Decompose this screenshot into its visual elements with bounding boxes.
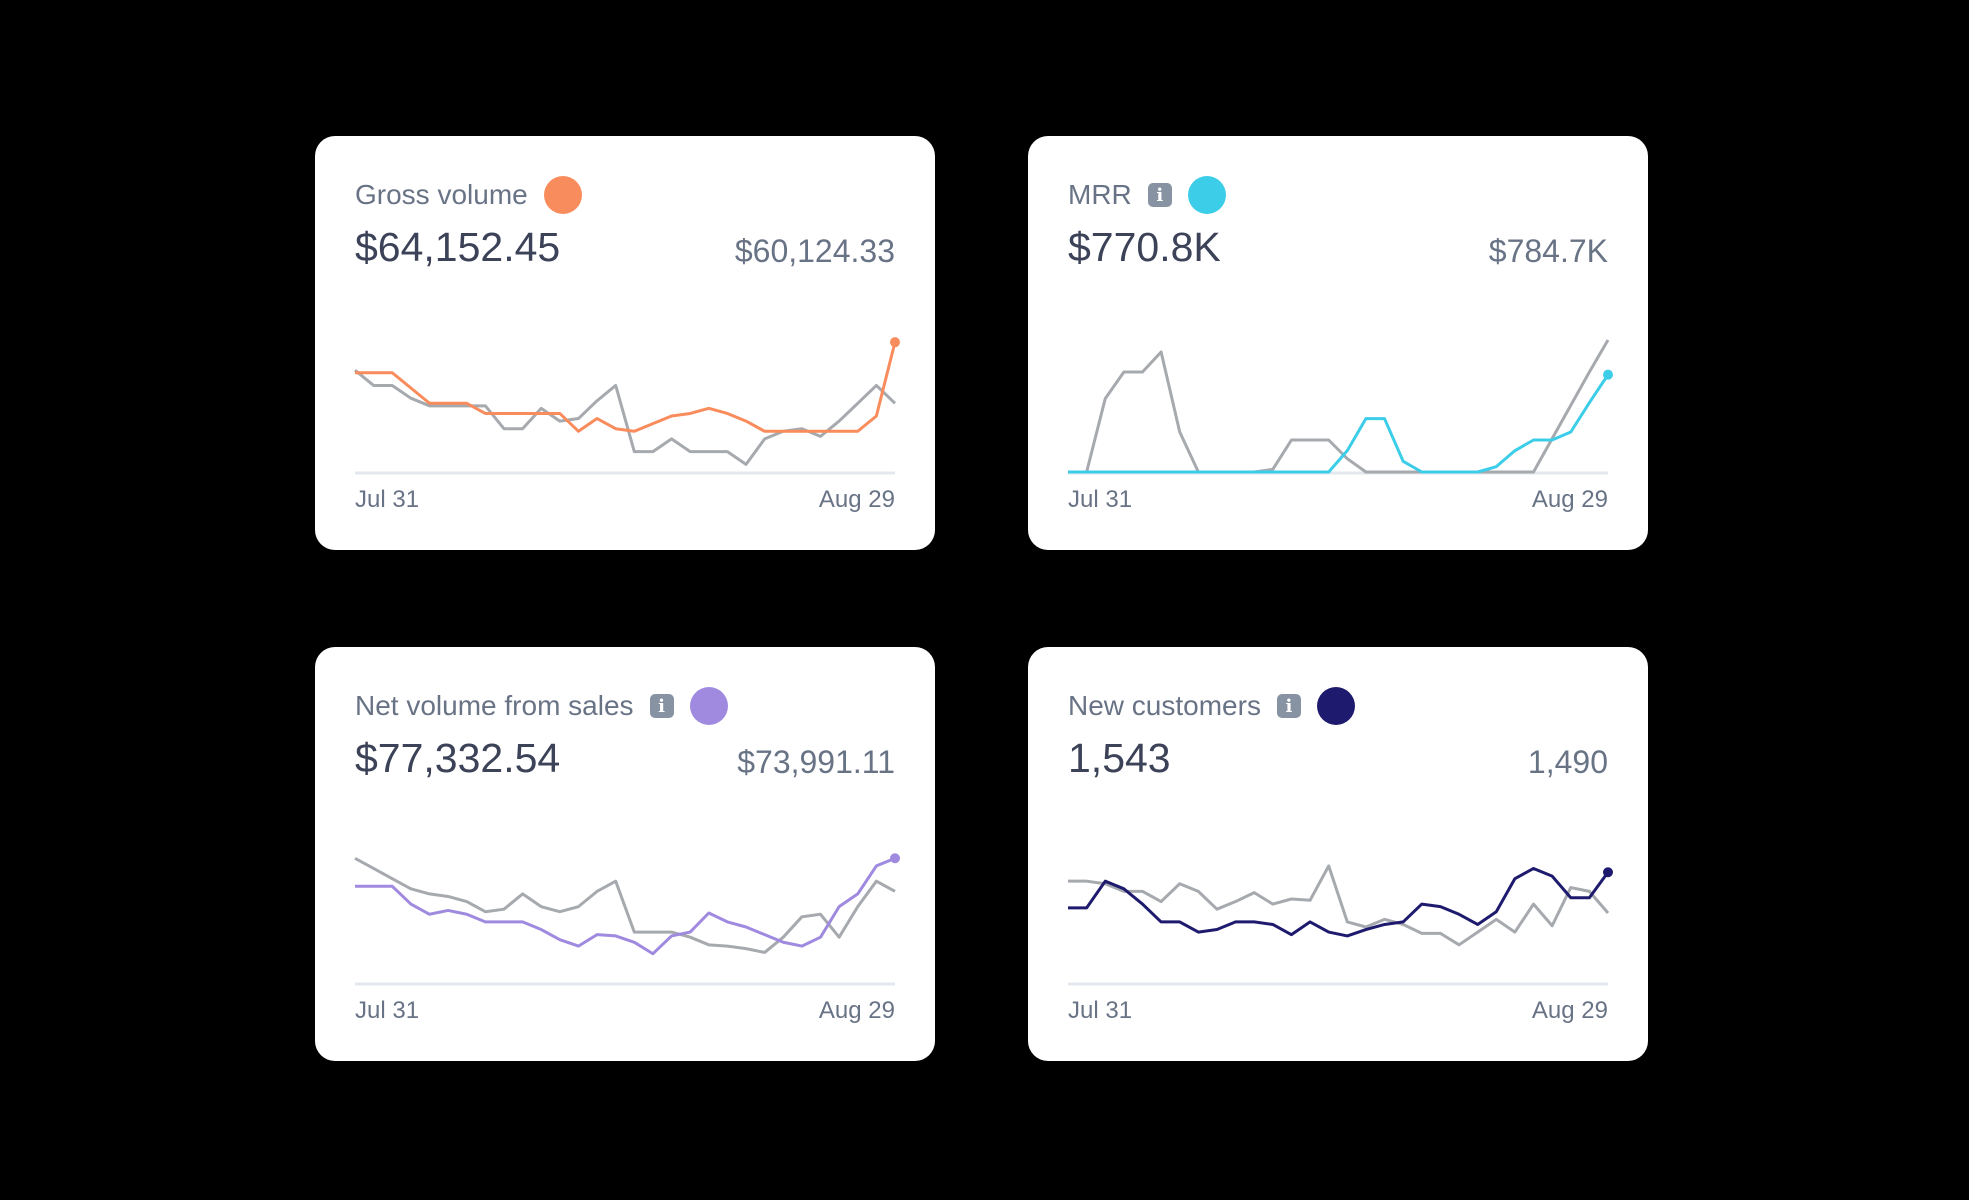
card-title: Net volume from sales <box>355 690 634 721</box>
last-point-marker <box>1603 867 1613 878</box>
previous-series-line <box>1068 339 1610 474</box>
x-tick-label: Aug 29 <box>818 486 895 513</box>
current-series-line <box>1068 373 1610 474</box>
card-header: Gross volume <box>355 174 582 216</box>
current-series-line <box>355 341 897 433</box>
previous-value: $73,991.11 <box>737 744 895 780</box>
card-header: New customers i <box>1068 685 1355 727</box>
current-series-line <box>1068 866 1610 938</box>
card-new-customers[interactable]: New customers i 1,543 1,490 Jul 31 Aug 2… <box>1028 647 1648 1061</box>
card-title: MRR <box>1068 179 1132 210</box>
info-icon[interactable]: i <box>1276 694 1301 718</box>
x-tick-label: Jul 31 <box>355 486 420 513</box>
previous-series-line <box>354 369 897 466</box>
series-color-dot <box>689 687 728 725</box>
x-tick-label: Aug 29 <box>1531 997 1608 1024</box>
x-tick-label: Jul 31 <box>1068 486 1133 513</box>
x-tick-label: Jul 31 <box>1068 997 1133 1024</box>
card-gross-volume[interactable]: Gross volume $64,152.45 $60,124.33 Jul 3… <box>315 136 935 550</box>
line-chart <box>354 853 900 986</box>
info-icon[interactable]: i <box>1147 183 1172 207</box>
current-value: 1,543 <box>1068 735 1171 781</box>
card-title: New customers <box>1068 690 1261 721</box>
previous-value: $784.7K <box>1488 233 1608 269</box>
last-point-marker <box>890 853 900 864</box>
x-tick-label: Aug 29 <box>818 997 895 1024</box>
previous-series-line <box>354 856 896 954</box>
card-net-volume-from-sales[interactable]: Net volume from sales i $77,332.54 $73,9… <box>315 647 935 1061</box>
current-value: $770.8K <box>1068 224 1221 270</box>
series-color-dot <box>1187 176 1226 214</box>
last-point-marker <box>890 337 900 348</box>
previous-series-line <box>1068 864 1610 947</box>
x-tick-label: Aug 29 <box>1531 486 1608 513</box>
series-color-dot <box>543 176 582 214</box>
card-title: Gross volume <box>355 179 528 210</box>
card-header: MRR i <box>1068 174 1226 216</box>
current-series-line <box>355 856 896 956</box>
series-color-dot <box>1316 687 1355 725</box>
current-value: $64,152.45 <box>355 224 561 270</box>
card-mrr[interactable]: MRR i $770.8K $784.7K Jul 31 Aug 29 <box>1028 136 1648 550</box>
previous-value: 1,490 <box>1527 744 1608 780</box>
previous-value: $60,124.33 <box>734 233 895 269</box>
last-point-marker <box>1603 369 1613 380</box>
current-value: $77,332.54 <box>355 735 561 781</box>
line-chart <box>354 337 900 475</box>
line-chart <box>1068 339 1613 475</box>
card-header: Net volume from sales i <box>355 685 728 727</box>
line-chart <box>1068 864 1613 986</box>
info-icon[interactable]: i <box>649 694 674 718</box>
x-tick-label: Jul 31 <box>355 997 420 1024</box>
